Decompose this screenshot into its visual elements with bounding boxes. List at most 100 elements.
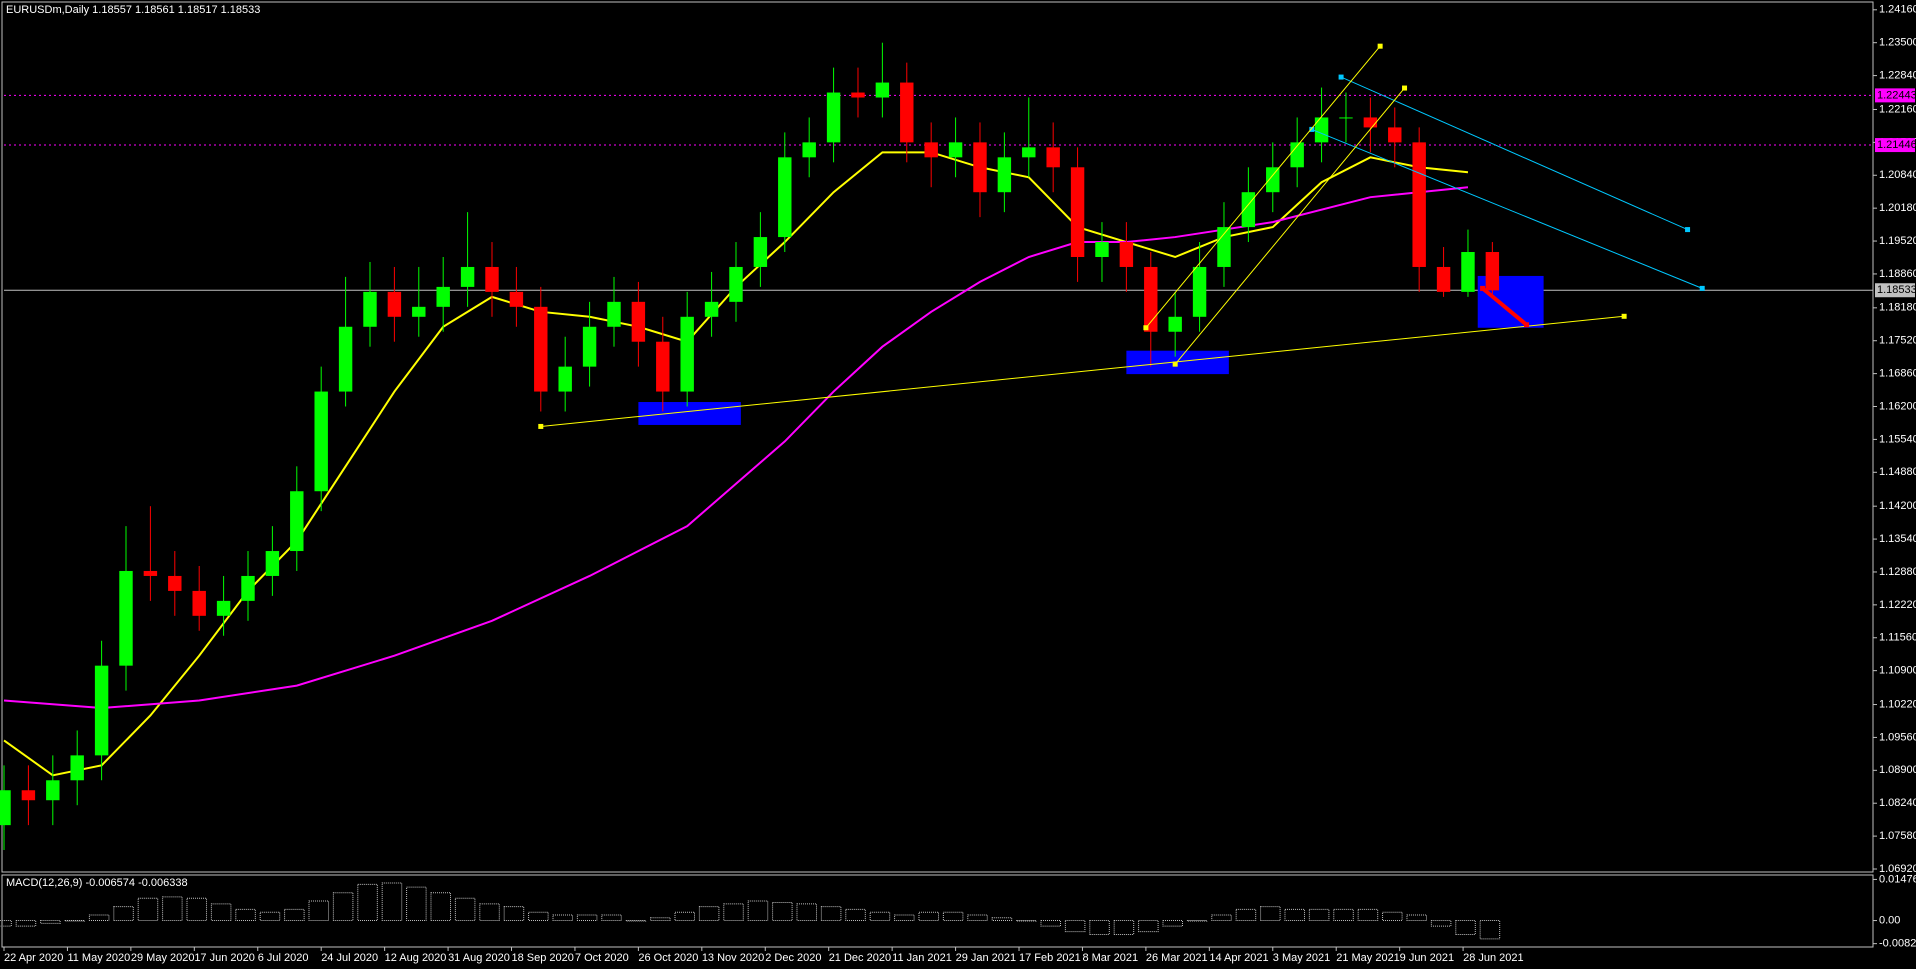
y-tick-label: 1.16860 — [1879, 368, 1916, 380]
x-tick-label: 29 Jan 2021 — [956, 952, 1017, 964]
macd-bar — [674, 911, 696, 922]
candle-body — [168, 575, 182, 591]
x-tick-label: 31 Aug 2020 — [448, 952, 510, 964]
trendline — [1340, 76, 1688, 231]
macd-bar — [796, 903, 818, 922]
y-tick-label: 1.08240 — [1879, 797, 1916, 809]
candle-body — [509, 291, 524, 307]
y-tick-label: 1.07580 — [1879, 830, 1916, 842]
candle-body — [778, 157, 792, 238]
trendline-anchor — [1621, 313, 1627, 319]
macd-bar — [723, 903, 744, 922]
macd-bar — [210, 903, 232, 922]
macd-bar — [1479, 920, 1501, 940]
y-tick-label: 1.11560 — [1879, 632, 1916, 644]
candle-body — [1339, 117, 1353, 119]
trendline-anchor — [1402, 85, 1408, 91]
macd-bar — [1260, 906, 1281, 922]
x-tick-label: 11 Jan 2021 — [892, 952, 952, 964]
candle-body — [534, 306, 548, 392]
y-tick-label: 1.19520 — [1879, 235, 1916, 247]
moving-average — [3, 186, 1469, 710]
x-tick-label: 24 Jul 2020 — [321, 952, 378, 964]
candle-body — [94, 665, 109, 756]
candle-body — [680, 316, 694, 392]
macd-bar — [698, 906, 720, 922]
y-tick-label: 1.10900 — [1879, 665, 1916, 677]
macd-bar — [235, 908, 256, 922]
candle-body — [70, 755, 84, 781]
trendline-anchor — [1699, 285, 1705, 291]
macd-bar — [259, 911, 281, 922]
macd-bar — [1089, 920, 1110, 935]
candle-body — [1192, 266, 1207, 317]
price-tag — [1875, 138, 1915, 153]
candle-body — [1022, 147, 1036, 158]
x-tick-label: 18 Sep 2020 — [512, 952, 574, 964]
macd-bar — [88, 914, 110, 922]
macd-bar — [503, 906, 525, 922]
y-tick-label: 1.12880 — [1879, 566, 1916, 578]
candle-body — [1461, 252, 1475, 292]
candle-body — [1217, 227, 1231, 267]
macd-bar — [40, 920, 61, 924]
candle-body — [338, 326, 353, 392]
x-tick-label: 28 Jun 2021 — [1463, 952, 1524, 964]
y-tick-label: 1.18860 — [1879, 268, 1916, 280]
candle-body — [1119, 242, 1134, 267]
macd-bar — [1211, 914, 1232, 922]
trendline-anchor — [1338, 74, 1344, 80]
trendline — [540, 315, 1625, 427]
macd-bar — [1235, 908, 1257, 922]
macd-bar — [1430, 920, 1452, 927]
price-tag-label: 1.18533 — [1877, 284, 1916, 296]
macd-bar — [1406, 914, 1427, 922]
candle-body — [826, 92, 841, 143]
candle-body — [1070, 167, 1085, 257]
candle-body — [1412, 142, 1426, 267]
x-tick-label: 3 May 2021 — [1273, 952, 1330, 964]
candle-body — [1290, 142, 1304, 168]
candle-body — [802, 142, 816, 158]
x-tick-label: 14 Apr 2021 — [1209, 952, 1268, 964]
macd-bar — [1308, 908, 1330, 922]
x-tick-label: 22 Apr 2020 — [4, 952, 63, 964]
candle-body — [1144, 266, 1158, 332]
macd-bar — [479, 903, 500, 922]
y-tick-label: 1.14880 — [1879, 466, 1916, 478]
macd-bar — [332, 892, 354, 922]
candle-body — [1363, 117, 1378, 128]
y-tick-label: 0.00 — [1879, 914, 1900, 926]
macd-bar — [454, 897, 476, 922]
x-tick-label: 17 Jun 2020 — [194, 952, 255, 964]
candle-body — [1436, 266, 1451, 292]
candle-body — [753, 237, 768, 267]
x-tick-label: 12 Aug 2020 — [385, 952, 447, 964]
trendline — [1145, 45, 1381, 329]
macd-bar — [406, 886, 427, 922]
x-tick-label: 7 Oct 2020 — [575, 952, 629, 964]
x-tick-label: 17 Feb 2021 — [1019, 952, 1081, 964]
candle-body — [1388, 127, 1402, 143]
macd-bar — [576, 914, 598, 922]
x-tick-label: 29 May 2020 — [131, 952, 195, 964]
trendline-anchor — [1143, 325, 1149, 331]
candle-body — [851, 92, 865, 98]
candle-body — [924, 142, 938, 158]
candle-body — [265, 551, 280, 576]
macd-bar — [967, 914, 988, 922]
y-tick-label: 1.08900 — [1879, 764, 1916, 776]
x-tick-label: 6 Jul 2020 — [258, 952, 309, 964]
y-tick-label: 1.15540 — [1879, 433, 1916, 445]
price-tag — [1875, 88, 1915, 103]
candle-body — [1095, 242, 1109, 257]
macd-bar — [308, 900, 330, 922]
macd-bar — [1284, 908, 1305, 922]
x-tick-label: 11 May 2020 — [67, 952, 130, 964]
macd-bar — [15, 920, 37, 927]
candle-body — [1314, 117, 1329, 143]
macd-bar — [528, 911, 549, 922]
y-tick-label: 1.12220 — [1879, 599, 1916, 611]
candle-body — [997, 157, 1012, 193]
